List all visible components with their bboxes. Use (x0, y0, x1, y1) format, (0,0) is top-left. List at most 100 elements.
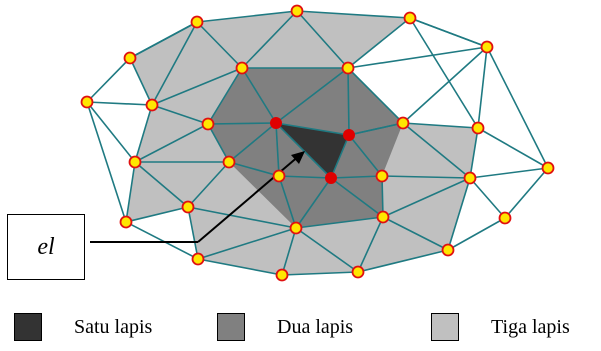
mesh-edge (296, 10, 349, 69)
mesh-node (275, 268, 289, 282)
mesh-edge (241, 67, 277, 124)
mesh-edge (207, 123, 230, 163)
legend-swatch-one-layer (14, 313, 42, 341)
mesh-edge (275, 122, 332, 179)
mesh-edge (409, 17, 488, 48)
mesh-edge (187, 161, 230, 208)
one-layer-triangle (276, 123, 349, 178)
mesh-edge (134, 104, 153, 163)
mesh-edge (347, 17, 411, 69)
mesh-edge (275, 122, 350, 136)
mesh-node (290, 4, 304, 18)
mesh-node (376, 210, 390, 224)
mesh-edge (347, 67, 404, 124)
mesh-edge (151, 21, 198, 106)
mesh-edge (409, 17, 479, 129)
mesh-edge (382, 177, 471, 218)
legend-item-two-layer: Dua lapis (217, 313, 353, 341)
center-node (343, 129, 355, 141)
mesh-edge (281, 271, 359, 276)
legend-label-one-layer: Satu lapis (74, 315, 153, 338)
mesh-node (190, 15, 204, 29)
legend-item-three-layer: Tiga lapis (431, 313, 570, 341)
element-pointer-arrow (90, 151, 305, 243)
mesh-edge (477, 127, 549, 169)
mesh-edge (357, 216, 384, 273)
mesh-edge (134, 161, 189, 208)
mesh-node (119, 215, 133, 229)
mesh-node (396, 116, 410, 130)
mesh-edge (295, 177, 332, 229)
element-label-box: el (7, 214, 85, 280)
mesh-edge (295, 227, 359, 273)
mesh-edge (129, 21, 198, 59)
mesh-edge (330, 175, 383, 179)
mesh-edge (129, 57, 153, 106)
mesh-edge (86, 57, 131, 103)
legend-item-one-layer: Satu lapis (14, 313, 152, 341)
mesh-edge (402, 122, 479, 129)
mesh-edge (504, 167, 549, 219)
mesh-edges (86, 10, 549, 276)
mesh-edge (347, 67, 350, 136)
mesh-edge (381, 175, 471, 179)
mesh-node (480, 40, 494, 54)
element-label: el (37, 233, 55, 260)
mesh-nodes (80, 4, 555, 282)
mesh-edge (151, 104, 209, 125)
mesh-edge (296, 10, 411, 19)
mesh-node (272, 169, 286, 183)
mesh-edge (469, 177, 506, 219)
mesh-edge (447, 217, 506, 251)
mesh-edge (207, 67, 243, 125)
mesh-node (541, 161, 555, 175)
mesh-node (463, 171, 477, 185)
mesh-node (128, 155, 142, 169)
mesh-edge (125, 221, 199, 260)
mesh-edge (197, 227, 297, 260)
mesh-edge (469, 167, 549, 179)
mesh-node (191, 252, 205, 266)
mesh-edge (196, 21, 243, 69)
mesh-edge (477, 46, 488, 129)
mesh-node (123, 51, 137, 65)
mesh-edge (197, 258, 283, 276)
mesh-edge (86, 101, 127, 223)
mesh-edge (275, 67, 349, 124)
one-layer-element (276, 123, 349, 178)
mesh-node (471, 121, 485, 135)
mesh-edge (295, 216, 384, 229)
mesh-edge (447, 177, 471, 251)
mesh-node (201, 117, 215, 131)
mesh-edge (187, 206, 297, 229)
mesh-edge (125, 161, 136, 223)
mesh-edge (278, 175, 297, 229)
mesh-node (498, 211, 512, 225)
mesh-edge (278, 175, 332, 179)
mesh-node (351, 265, 365, 279)
mesh-edge (187, 206, 199, 260)
mesh-node (181, 200, 195, 214)
mesh-edge (381, 175, 384, 218)
center-node (325, 172, 337, 184)
mesh-node (222, 155, 236, 169)
legend-swatch-three-layer (431, 313, 459, 341)
mesh-node (375, 169, 389, 183)
mesh-edge (228, 161, 280, 177)
arrow-line (197, 154, 301, 243)
legend-label-two-layer: Dua lapis (277, 315, 354, 338)
triangle-mesh-diagram (80, 4, 555, 282)
mesh-node (403, 11, 417, 25)
mesh-edge (330, 177, 384, 218)
mesh-node (341, 61, 355, 75)
mesh-edge (347, 46, 488, 69)
mesh-edge (402, 46, 488, 124)
mesh-edge (330, 134, 350, 179)
center-node (270, 117, 282, 129)
mesh-edge (486, 46, 549, 169)
mesh-edge (86, 101, 136, 163)
mesh-edge (357, 249, 449, 273)
mesh-edge (241, 10, 298, 69)
mesh-edge (125, 206, 189, 223)
mesh-edge (348, 122, 404, 136)
